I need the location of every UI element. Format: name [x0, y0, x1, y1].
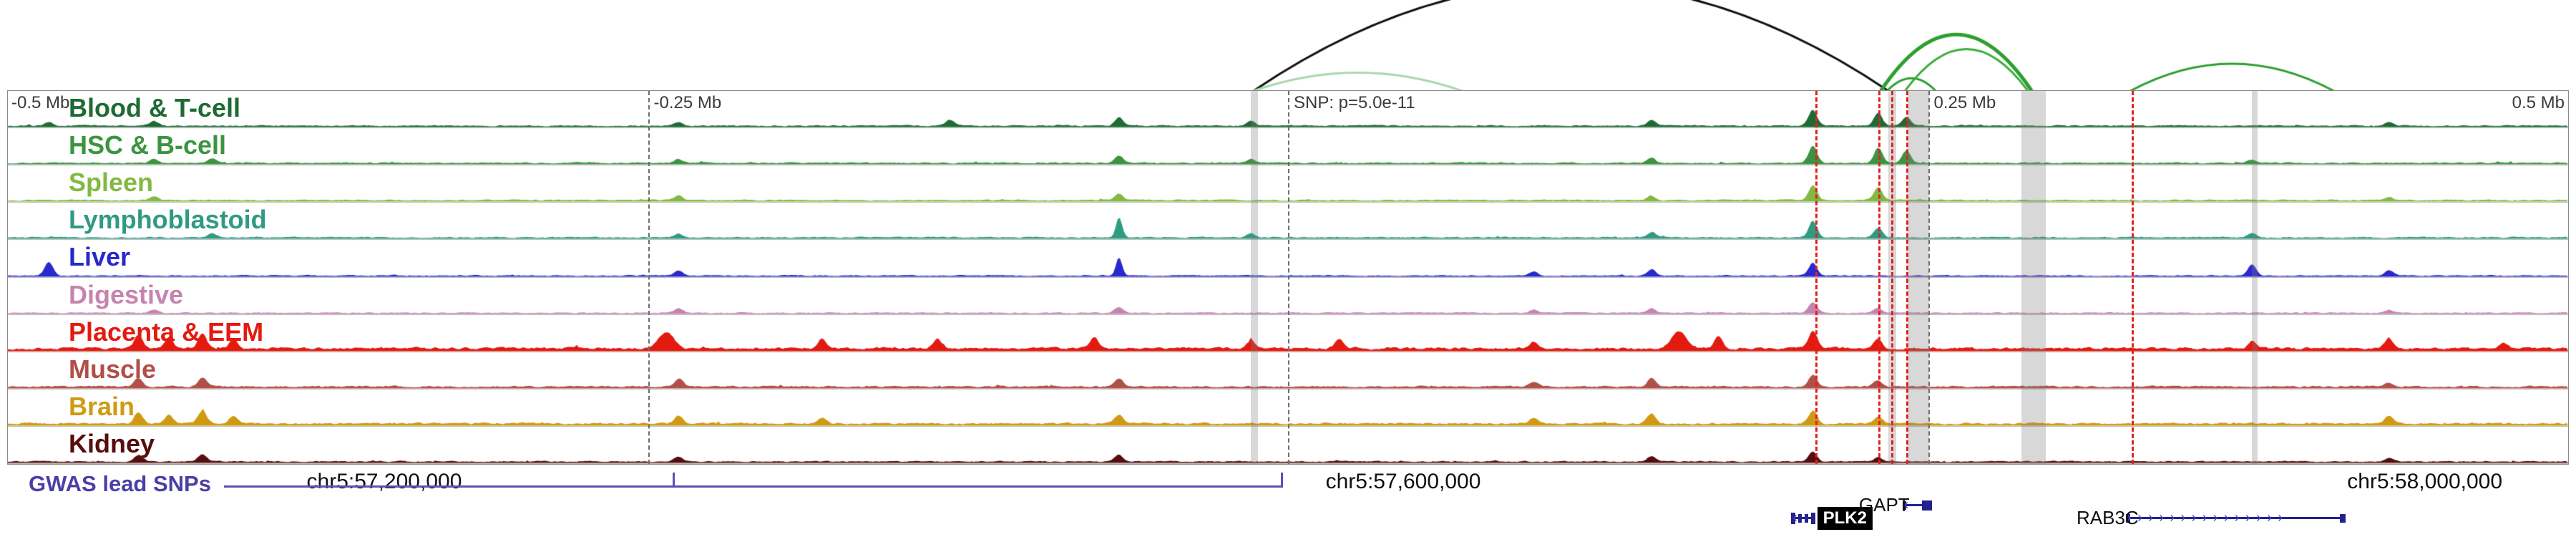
interaction-arcs-canvas: [0, 0, 2576, 91]
track-label-muscle: Muscle: [69, 354, 157, 384]
genomic-coordinate-label: chr5:57,600,000: [1325, 470, 1481, 493]
axis-label-right: 0.5 Mb: [2512, 93, 2565, 112]
axis-tick-label: -0.25 Mb: [653, 93, 722, 112]
highlight-band: [2021, 91, 2046, 464]
gene-exon-gapt: [1903, 500, 1907, 510]
gene-exon-plk2: [1811, 512, 1816, 524]
highlight-band: [1907, 91, 1930, 464]
highlight-band: [1251, 91, 1259, 464]
gene-exon-rab3c: [2125, 513, 2130, 523]
red-dashed-marker-line: [1891, 91, 1894, 464]
axis-label-left: -0.5 Mb: [11, 93, 70, 112]
gene-label-plk2: PLK2: [1817, 507, 1873, 530]
gene-exon-gapt: [1921, 500, 1932, 511]
track-label-lymphoblastoid: Lymphoblastoid: [69, 205, 267, 235]
track-label-liver: Liver: [69, 242, 131, 272]
gene-exon-rab3c: [2340, 513, 2346, 523]
axis-gridline: [1928, 91, 1930, 464]
genomic-coordinate-label: chr5:57,200,000: [306, 470, 462, 493]
gwas-snp-connector-line: [224, 485, 1282, 488]
gene-label-rab3c: RAB3C: [2077, 507, 2139, 528]
tracks-panel: [7, 90, 2569, 465]
track-label-hsc-b-cell: HSC & B-cell: [69, 130, 227, 160]
gene-strand-arrows-plk2: ‹: [1792, 510, 1813, 526]
track-label-blood-t-cell: Blood & T-cell: [69, 93, 241, 122]
gene-body-line-plk2: [1792, 517, 1816, 519]
gene-strand-arrows-rab3c: ›››››››››››››››: [2127, 510, 2289, 526]
gene-exon-plk2: [1797, 513, 1802, 523]
red-dashed-marker-line: [1906, 91, 1909, 464]
highlight-band: [2252, 91, 2258, 464]
genomic-coordinate-label: chr5:58,000,000: [2347, 470, 2503, 493]
track-label-brain: Brain: [69, 391, 135, 421]
gene-body-line-gapt: [1903, 504, 1930, 506]
gwas-snp-tick: [1281, 473, 1284, 488]
axis-gridline: [648, 91, 650, 464]
track-label-digestive: Digestive: [69, 279, 184, 309]
gwas-snp-tick: [673, 473, 675, 488]
gene-label-gapt: GAPT: [1858, 494, 1910, 516]
axis-tick-label: SNP: p=5.0e-11: [1294, 93, 1415, 112]
track-label-kidney: Kidney: [69, 428, 155, 458]
gene-exon-plk2: [1791, 512, 1796, 524]
gene-strand-arrows-gapt: ‹: [1903, 497, 1926, 513]
axis-gridline: [1288, 91, 1289, 464]
red-dashed-marker-line: [1815, 91, 1818, 464]
track-label-placenta-eem: Placenta & EEM: [69, 316, 264, 347]
red-dashed-marker-line: [2132, 91, 2135, 464]
red-dashed-marker-line: [1878, 91, 1880, 464]
panel-overlays: [8, 91, 2568, 464]
gene-body-line-rab3c: [2127, 517, 2346, 519]
track-label-spleen: Spleen: [69, 168, 154, 198]
gwas-lead-snps-label: GWAS lead SNPs: [29, 471, 211, 496]
axis-tick-label: 0.25 Mb: [1933, 93, 1996, 112]
gene-exon-plk2: [1804, 513, 1808, 523]
